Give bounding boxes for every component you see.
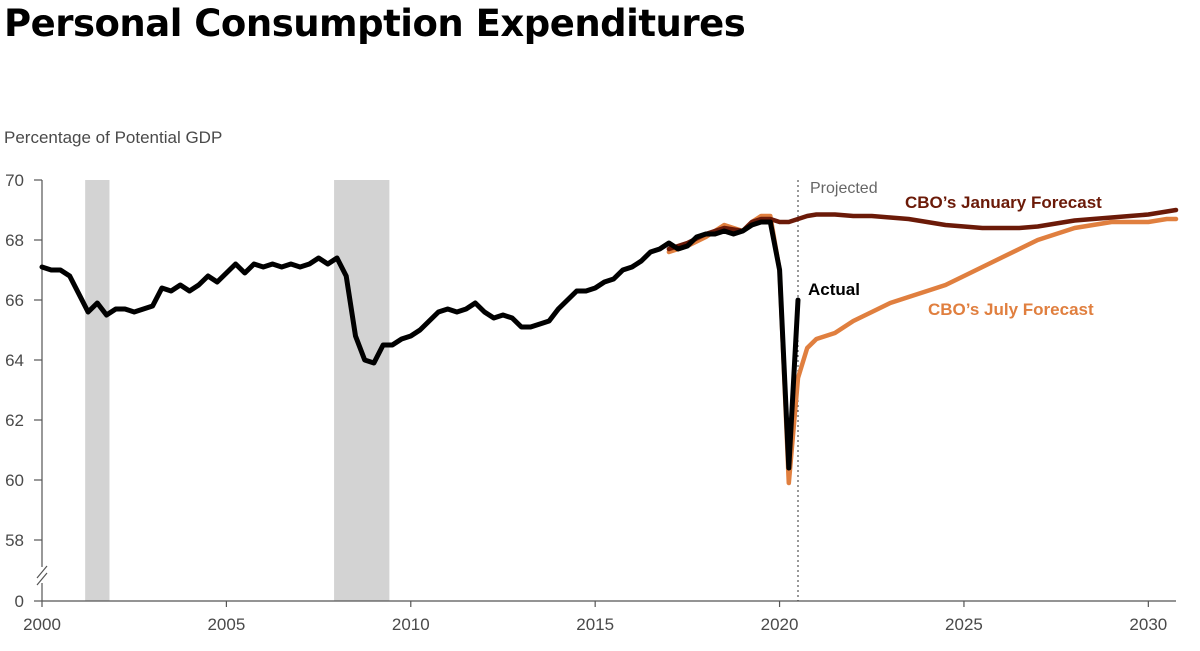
x-tick-label-2010: 2010 (392, 615, 430, 634)
series-january-line (666, 207, 1179, 252)
annotations: Projected Actual CBO’s January Forecast … (808, 180, 1102, 319)
recession-bands (85, 180, 390, 601)
y-tick-label-60: 60 (5, 471, 24, 490)
y-tick-label-68: 68 (5, 231, 24, 250)
x-tick-label-2015: 2015 (576, 615, 614, 634)
x-tick-label-2025: 2025 (945, 615, 983, 634)
actual-label: Actual (808, 280, 860, 299)
y-tick-label-58: 58 (5, 531, 24, 550)
x-tick-label-2000: 2000 (23, 615, 61, 634)
x-tick-label-2020: 2020 (761, 615, 799, 634)
y-tick-label-66: 66 (5, 291, 24, 310)
axis-break-mark (36, 565, 48, 586)
july-forecast-label: CBO’s July Forecast (928, 300, 1094, 319)
page-title: Personal Consumption Expenditures (4, 2, 746, 45)
axes: 58 60 62 64 66 68 70 0 2000 2005 2010 2015 2020 2025 2… (5, 171, 1176, 634)
series-lines (39, 207, 1179, 486)
x-tick-label-2005: 2005 (207, 615, 245, 634)
series-july-line (666, 213, 1179, 486)
projected-label: Projected (810, 180, 878, 197)
recession-band-1 (85, 180, 110, 601)
series-actual-line (39, 219, 801, 471)
january-forecast-label: CBO’s January Forecast (905, 193, 1102, 212)
y-axis-label: Percentage of Potential GDP (4, 128, 222, 147)
recession-band-2 (334, 180, 390, 601)
y-tick-label-62: 62 (5, 411, 24, 430)
y-tick-label-64: 64 (5, 351, 24, 370)
y-tick-label-70: 70 (5, 171, 24, 190)
x-tick-label-2030: 2030 (1129, 615, 1167, 634)
y-tick-label-0: 0 (15, 592, 24, 611)
